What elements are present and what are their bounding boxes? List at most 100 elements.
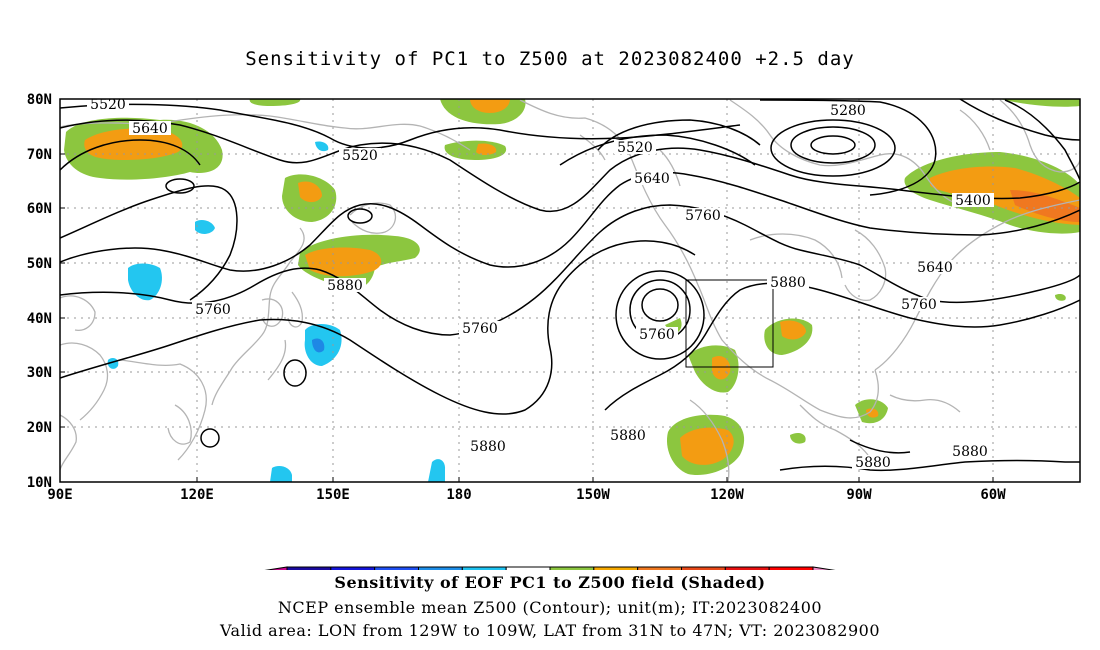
shade-negative-region [428,459,446,482]
lon-tick-label: 150W [576,487,610,503]
contour-label: 5760 [462,321,498,337]
lon-tick-label: 120E [180,487,214,503]
lat-tick-label: 60N [27,201,52,217]
footer-line-valid-area: Valid area: LON from 129W to 109W, LAT f… [219,621,881,640]
colorbar-segment [418,566,463,570]
colorbar-segment [461,566,507,570]
chart-title: Sensitivity of PC1 to Z500 at 2023082400… [245,48,855,70]
colorbar-segment [593,566,639,570]
contour-labels: 5520 5640 5520 5760 5880 5760 5880 5520 5640 5760… [87,97,994,471]
contour-label-bg [324,278,366,292]
valid-area-box [685,279,774,368]
contour-label-bg [192,302,234,316]
lat-tick-label: 80N [27,92,52,108]
shade-positive-core [470,99,510,113]
colorbar-tick-label: -0.5 [494,569,518,570]
contour-label-bg [852,455,894,469]
latitude-labels: 80N 70N 60N 50N 40N 30N 20N 10N [27,92,52,491]
contour-label: 5880 [855,455,891,471]
colorbar-tick-label: -0.7 [407,569,431,570]
contour-label: 5640 [132,121,168,137]
contour-label-bg [949,444,991,458]
colorbar-tick-label: 0.4 [584,569,603,570]
contour-label: 5880 [470,439,506,455]
contour-label: 5760 [685,208,721,224]
colorbar-segment [637,566,683,570]
contour-label: 5880 [327,278,363,294]
shade-positive-region [790,432,806,444]
footer-line-contour: NCEP ensemble mean Z500 (Contour); unit(… [277,598,823,617]
contour-label: 5760 [901,297,937,313]
contour-label-bg [459,321,501,335]
contour-label-bg [339,148,381,162]
shade-positive-core [712,355,731,380]
colorbar-segment [505,566,551,570]
contour-label: 5880 [610,428,646,444]
tick-marks [60,153,994,482]
lat-tick-label: 50N [27,256,52,272]
contour-label-bg [614,140,656,154]
colorbar-segment [768,566,814,570]
colorbar-segment [549,566,595,570]
shade-positive-core [298,181,322,203]
contour-label-bg [636,327,678,341]
contour-label: 5280 [830,103,866,119]
shade-negative-region [315,141,329,152]
colorbar-tick-label: 0.8 [760,569,779,570]
lat-tick-label: 70N [27,147,52,163]
contour-label-bg [129,121,171,135]
shade-negative-region [270,466,292,482]
shade-positive-core [866,408,879,418]
shade-positive-region [249,99,301,106]
shade-positive-core [305,247,382,277]
lon-tick-label: 90E [47,487,72,503]
contour-label: 5520 [342,148,378,164]
colorbar: -0.9 -0.8 -0.7 -0.6 -0.5 -0.4 0.4 0.5 0.6 0.7 0.8 0… [264,566,836,570]
contour-label-bg [607,428,649,442]
lon-tick-label: 180 [446,487,471,503]
colorbar-tick-label: 0.9 [803,569,822,570]
shade-positive-region [1055,293,1066,301]
shade-negative-core [312,338,325,353]
contour-label: 5640 [634,171,670,187]
contour-label: 5520 [617,140,653,156]
shade-negative-region [195,220,215,234]
lat-tick-label: 30N [27,365,52,381]
lat-tick-label: 10N [27,475,52,491]
contour-label-bg [952,193,994,207]
contour-label-bg [767,275,809,289]
colorbar-tick-label: 0.5 [628,569,647,570]
contour-label: 5880 [952,444,988,460]
lat-tick-label: 20N [27,420,52,436]
lat-tick-label: 40N [27,311,52,327]
colorbar-tick-label: 0.6 [672,569,691,570]
colorbar-tick-label: -0.8 [363,569,387,570]
colorbar-segment [286,566,332,570]
contour-label-bg [87,99,129,111]
colorbar-segment [724,566,770,570]
lon-tick-label: 60W [980,487,1006,503]
contour-label: 5520 [90,97,126,113]
contour-label: 5640 [917,260,953,276]
shade-positive-region [1000,99,1080,107]
shade-negative-region [128,263,162,301]
lon-tick-label: 90W [846,487,872,503]
shade-positive-core [84,128,183,160]
contour-label-bg [827,103,869,117]
sensitivity-map: 5520 5640 5520 5760 5880 5760 5880 5520 5640 5760… [27,92,1081,570]
colorbar-tick-label: -0.6 [450,569,474,570]
colorbar-segment [330,566,376,570]
lon-tick-label: 120W [710,487,744,503]
colorbar-tick-label: 0.7 [716,569,735,570]
contour-label: 5760 [195,302,231,318]
longitude-labels: 90E 120E 150E 180 150W 120W 90W 60W [47,487,1006,503]
colorbar-high-extend [812,566,836,570]
shade-positive-hot [1010,190,1080,222]
contour-label-bg [467,439,509,453]
shade-positive-core [780,320,806,340]
contour-label-bg [898,297,940,311]
contour-label: 5880 [770,275,806,291]
lon-tick-label: 150E [316,487,350,503]
contour-label-bg [682,208,724,222]
colorbar-low-extend [264,566,288,570]
